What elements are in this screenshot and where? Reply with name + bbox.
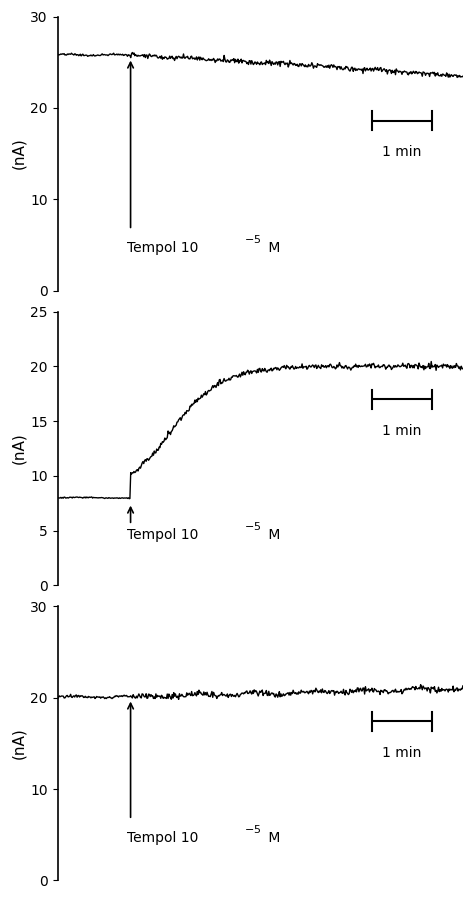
Text: Tempol 10: Tempol 10 <box>127 241 198 255</box>
Text: 1 min: 1 min <box>383 746 422 760</box>
Text: 1 min: 1 min <box>383 424 422 437</box>
Text: M: M <box>264 527 281 542</box>
Text: Tempol 10: Tempol 10 <box>127 527 198 542</box>
Text: M: M <box>264 831 281 845</box>
Text: 1 min: 1 min <box>383 146 422 159</box>
Text: $-5$: $-5$ <box>244 233 261 246</box>
Text: $-5$: $-5$ <box>244 520 261 532</box>
Y-axis label: (nA): (nA) <box>11 138 26 169</box>
Text: M: M <box>264 241 281 255</box>
Y-axis label: (nA): (nA) <box>11 433 26 464</box>
Text: Tempol 10: Tempol 10 <box>127 831 198 845</box>
Y-axis label: (nA): (nA) <box>11 727 26 760</box>
Text: $-5$: $-5$ <box>244 824 261 835</box>
